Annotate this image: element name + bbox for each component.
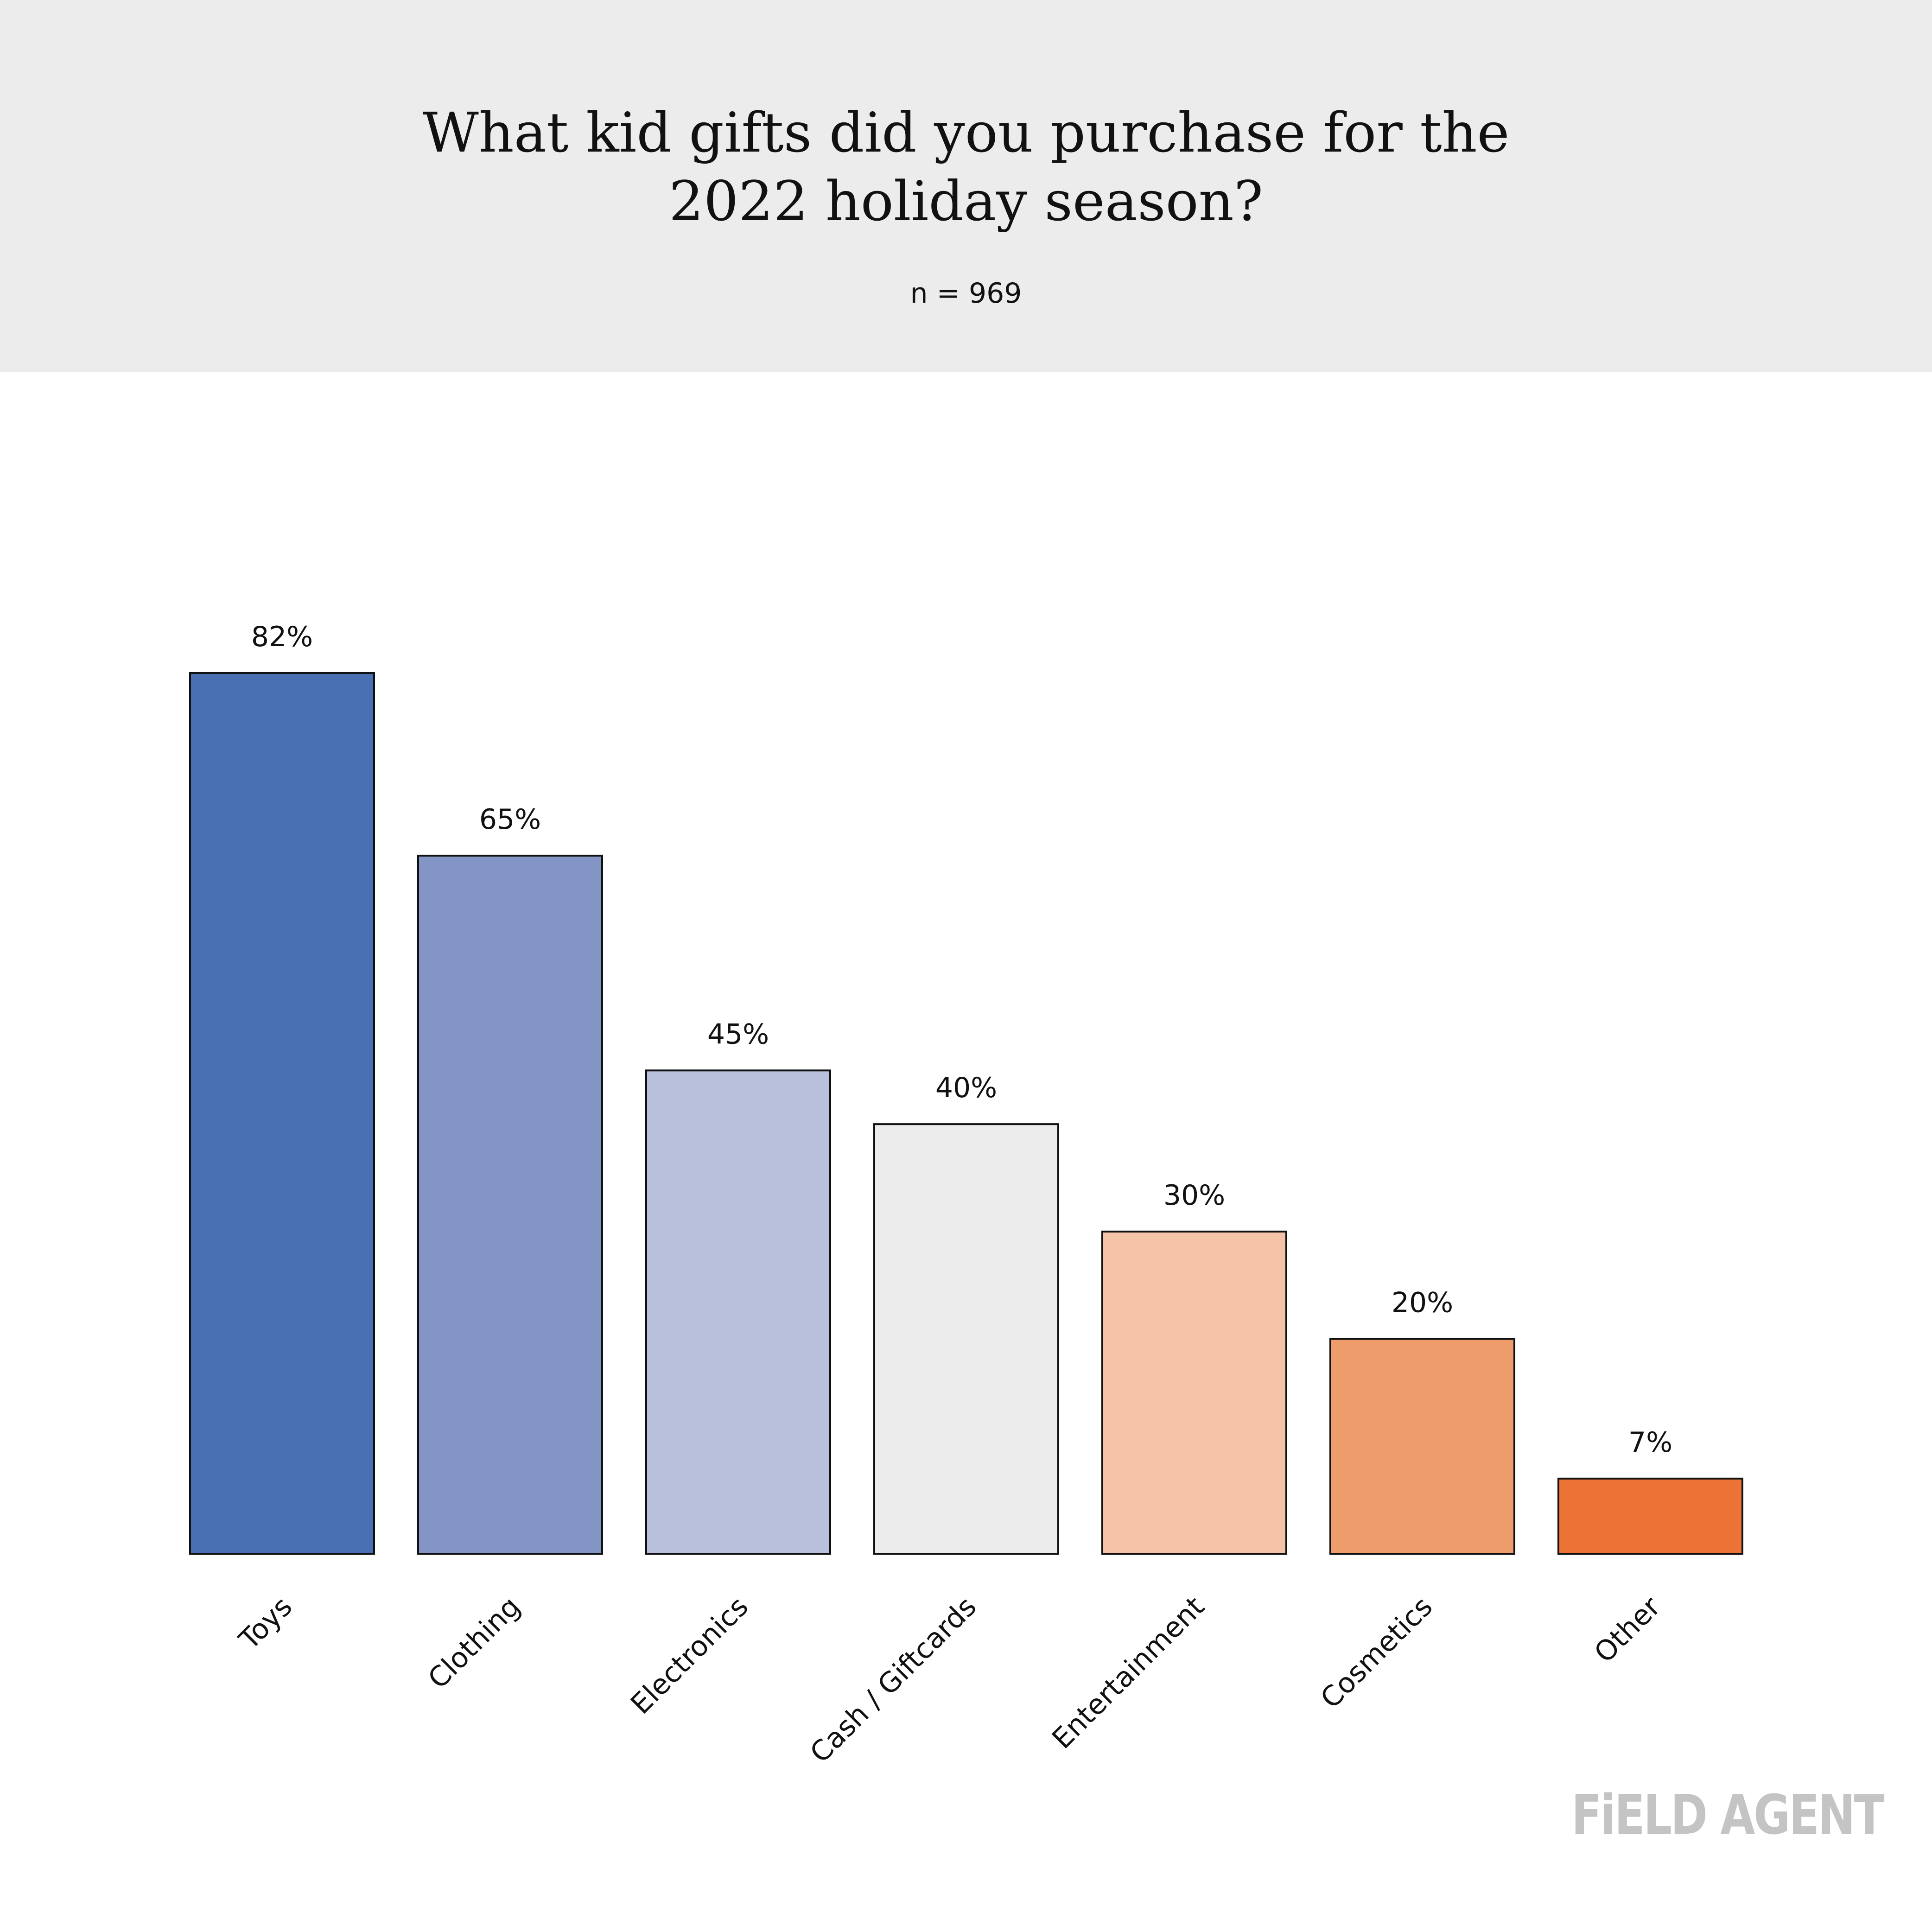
value-label: 20%: [1392, 1287, 1453, 1319]
category-label: Entertainment: [1046, 1590, 1211, 1755]
value-label: 65%: [479, 803, 541, 836]
category-label: Cosmetics: [1315, 1590, 1439, 1715]
category-label: Toys: [233, 1590, 299, 1656]
category-label: Other: [1588, 1590, 1667, 1669]
chart-title-line-2: 2022 holiday season?: [669, 169, 1263, 233]
bar-cash-giftcards: [873, 1123, 1059, 1555]
bar-other: [1557, 1477, 1743, 1555]
chart-title-line-1: What kid gifts did you purchase for the: [422, 101, 1510, 165]
category-label: Electronics: [624, 1590, 755, 1721]
value-label: 40%: [935, 1072, 997, 1104]
chart-header: [0, 0, 1932, 372]
category-label: Cash / Giftcards: [804, 1590, 983, 1769]
bar-electronics: [645, 1069, 831, 1555]
bar-entertainment: [1101, 1230, 1287, 1555]
bar-toys: [189, 672, 375, 1555]
bar-cosmetics: [1329, 1338, 1515, 1555]
value-label: 30%: [1163, 1179, 1225, 1212]
value-label: 7%: [1628, 1426, 1672, 1459]
chart-title: What kid gifts did you purchase for the …: [0, 98, 1932, 235]
chart-subtitle: n = 969: [910, 277, 1022, 310]
field-agent-logo: FiELD AGENT: [1571, 1783, 1885, 1847]
value-label: 45%: [707, 1018, 769, 1050]
category-label: Clothing: [422, 1590, 527, 1695]
bar-clothing: [417, 854, 603, 1555]
value-label: 82%: [251, 621, 313, 653]
